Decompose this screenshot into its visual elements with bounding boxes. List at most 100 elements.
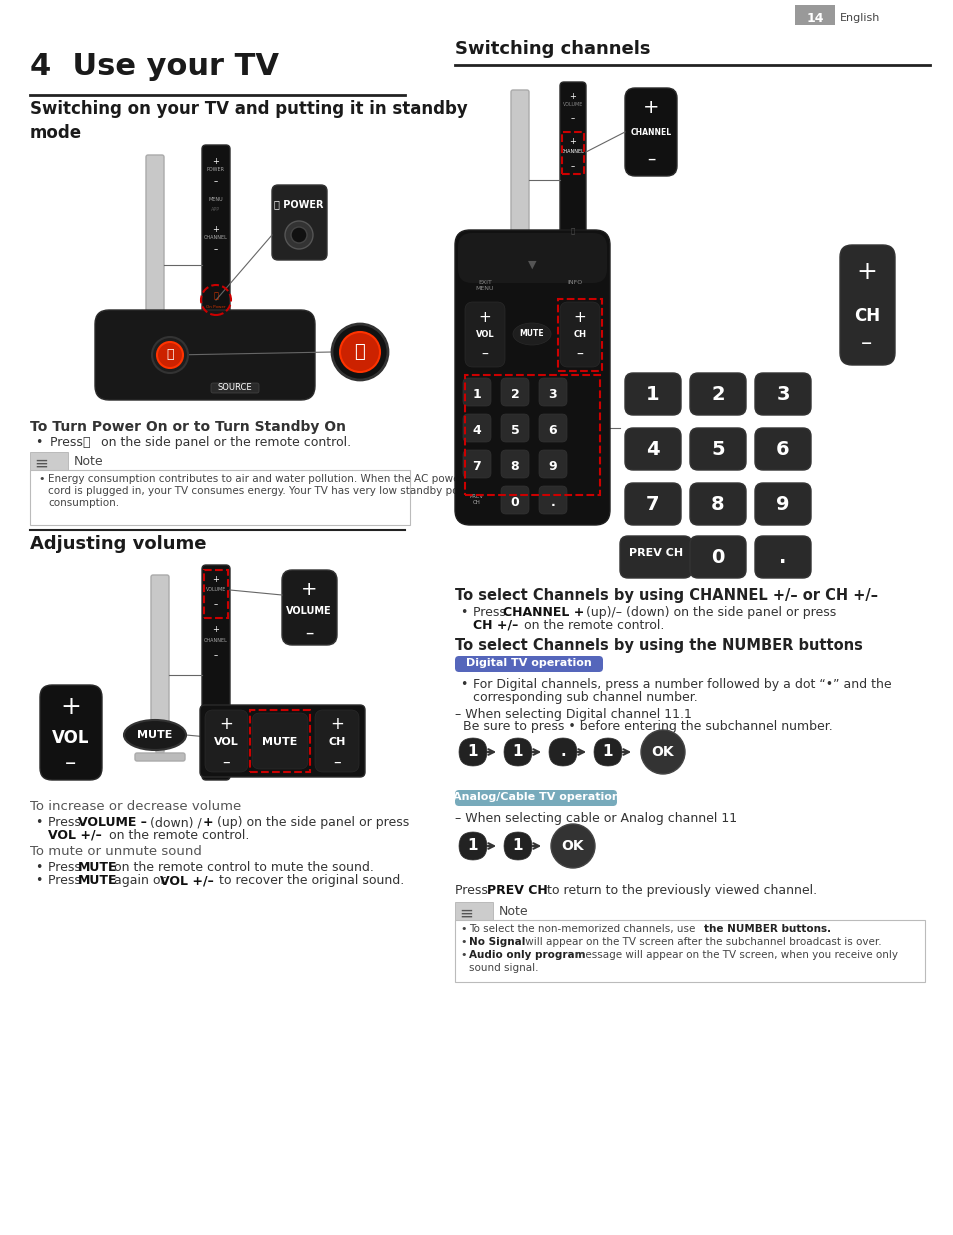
FancyBboxPatch shape <box>500 414 529 442</box>
Text: on the remote control.: on the remote control. <box>105 829 249 842</box>
FancyBboxPatch shape <box>458 739 486 766</box>
Text: –: – <box>222 755 230 769</box>
Text: VOL +/–: VOL +/– <box>48 829 102 842</box>
Text: –: – <box>646 149 655 168</box>
FancyBboxPatch shape <box>754 536 810 578</box>
Text: ⏻: ⏻ <box>355 343 365 361</box>
FancyBboxPatch shape <box>202 564 230 781</box>
Text: –: – <box>481 348 488 362</box>
Text: English: English <box>840 14 880 23</box>
Bar <box>464 375 599 495</box>
Text: +: + <box>330 715 344 734</box>
FancyBboxPatch shape <box>457 233 606 283</box>
FancyBboxPatch shape <box>511 90 529 249</box>
Text: 1: 1 <box>602 745 613 760</box>
Bar <box>455 920 924 982</box>
Text: 8: 8 <box>510 459 518 473</box>
Text: 0: 0 <box>711 548 724 567</box>
Text: –: – <box>213 245 218 254</box>
Text: – When selecting Digital channel 11.1: – When selecting Digital channel 11.1 <box>455 708 691 721</box>
Text: again or: again or <box>110 874 170 887</box>
Text: 9: 9 <box>548 459 557 473</box>
Bar <box>30 452 68 471</box>
Text: 0: 0 <box>510 496 518 509</box>
Text: Analog/Cable TV operation: Analog/Cable TV operation <box>452 792 618 802</box>
FancyBboxPatch shape <box>495 268 544 275</box>
FancyBboxPatch shape <box>500 378 529 406</box>
Text: ⏻: ⏻ <box>570 227 575 233</box>
FancyBboxPatch shape <box>503 739 532 766</box>
FancyBboxPatch shape <box>455 230 609 525</box>
Text: 1: 1 <box>645 385 659 404</box>
Text: Press: Press <box>50 436 87 450</box>
Text: +: + <box>213 225 219 233</box>
Text: Digital TV operation: Digital TV operation <box>466 658 591 668</box>
FancyBboxPatch shape <box>455 656 602 672</box>
Text: 6: 6 <box>548 424 557 437</box>
Text: •: • <box>459 924 466 934</box>
Circle shape <box>285 221 313 249</box>
Text: CH: CH <box>328 737 345 747</box>
Text: –: – <box>570 114 575 124</box>
FancyBboxPatch shape <box>538 487 566 514</box>
FancyBboxPatch shape <box>559 303 599 367</box>
Text: (up) on the side panel or press: (up) on the side panel or press <box>213 816 409 829</box>
FancyBboxPatch shape <box>464 303 504 367</box>
Text: Energy consumption contributes to air and water pollution. When the AC power: Energy consumption contributes to air an… <box>48 474 463 484</box>
FancyBboxPatch shape <box>500 487 529 514</box>
Text: on the side panel or the remote control.: on the side panel or the remote control. <box>92 436 351 450</box>
Bar <box>250 710 310 772</box>
Text: •: • <box>35 436 42 450</box>
Text: Audio only program: Audio only program <box>469 950 585 960</box>
Text: 7: 7 <box>472 459 481 473</box>
Text: ▼: ▼ <box>527 261 536 270</box>
Text: 2: 2 <box>710 385 724 404</box>
Bar <box>204 571 228 618</box>
Text: ≡: ≡ <box>458 905 473 923</box>
Text: 5: 5 <box>710 440 724 459</box>
Text: +: + <box>642 98 659 117</box>
Text: message will appear on the TV screen, when you receive only: message will appear on the TV screen, wh… <box>572 950 897 960</box>
Text: Press: Press <box>473 606 509 619</box>
Circle shape <box>291 227 307 243</box>
Text: 2: 2 <box>510 388 518 401</box>
Text: +: + <box>203 816 213 829</box>
FancyBboxPatch shape <box>559 82 585 277</box>
Text: INFO: INFO <box>567 280 582 285</box>
Text: to recover the original sound.: to recover the original sound. <box>214 874 404 887</box>
Circle shape <box>551 824 595 868</box>
Text: CHANNEL: CHANNEL <box>560 149 584 154</box>
Circle shape <box>332 324 388 380</box>
Text: •: • <box>38 474 45 484</box>
FancyBboxPatch shape <box>282 571 336 645</box>
Text: +: + <box>300 580 317 599</box>
Text: VOL: VOL <box>476 330 494 338</box>
FancyBboxPatch shape <box>40 685 102 781</box>
Text: PREV
CH: PREV CH <box>470 494 483 505</box>
FancyBboxPatch shape <box>624 373 680 415</box>
Text: MUTE: MUTE <box>262 737 297 747</box>
Text: VOLUME: VOLUME <box>206 587 226 592</box>
Text: CHANNEL +: CHANNEL + <box>502 606 584 619</box>
FancyBboxPatch shape <box>754 483 810 525</box>
Text: VOLUME: VOLUME <box>562 103 582 107</box>
Text: +: + <box>213 157 219 165</box>
Text: +: + <box>213 576 219 584</box>
Text: –: – <box>861 333 872 353</box>
Text: Press: Press <box>48 874 85 887</box>
FancyBboxPatch shape <box>151 576 169 735</box>
Text: MUTE: MUTE <box>519 330 544 338</box>
FancyBboxPatch shape <box>272 185 327 261</box>
Text: ≡: ≡ <box>34 454 48 473</box>
FancyBboxPatch shape <box>538 450 566 478</box>
Text: .: . <box>550 496 555 509</box>
FancyBboxPatch shape <box>462 378 491 406</box>
Text: APP: APP <box>212 207 220 212</box>
FancyBboxPatch shape <box>462 414 491 442</box>
Text: Be sure to press • before entering the subchannel number.: Be sure to press • before entering the s… <box>462 720 832 734</box>
Circle shape <box>152 337 188 373</box>
Text: –: – <box>213 600 218 609</box>
FancyBboxPatch shape <box>455 790 617 806</box>
FancyBboxPatch shape <box>151 340 159 362</box>
Text: 6: 6 <box>776 440 789 459</box>
